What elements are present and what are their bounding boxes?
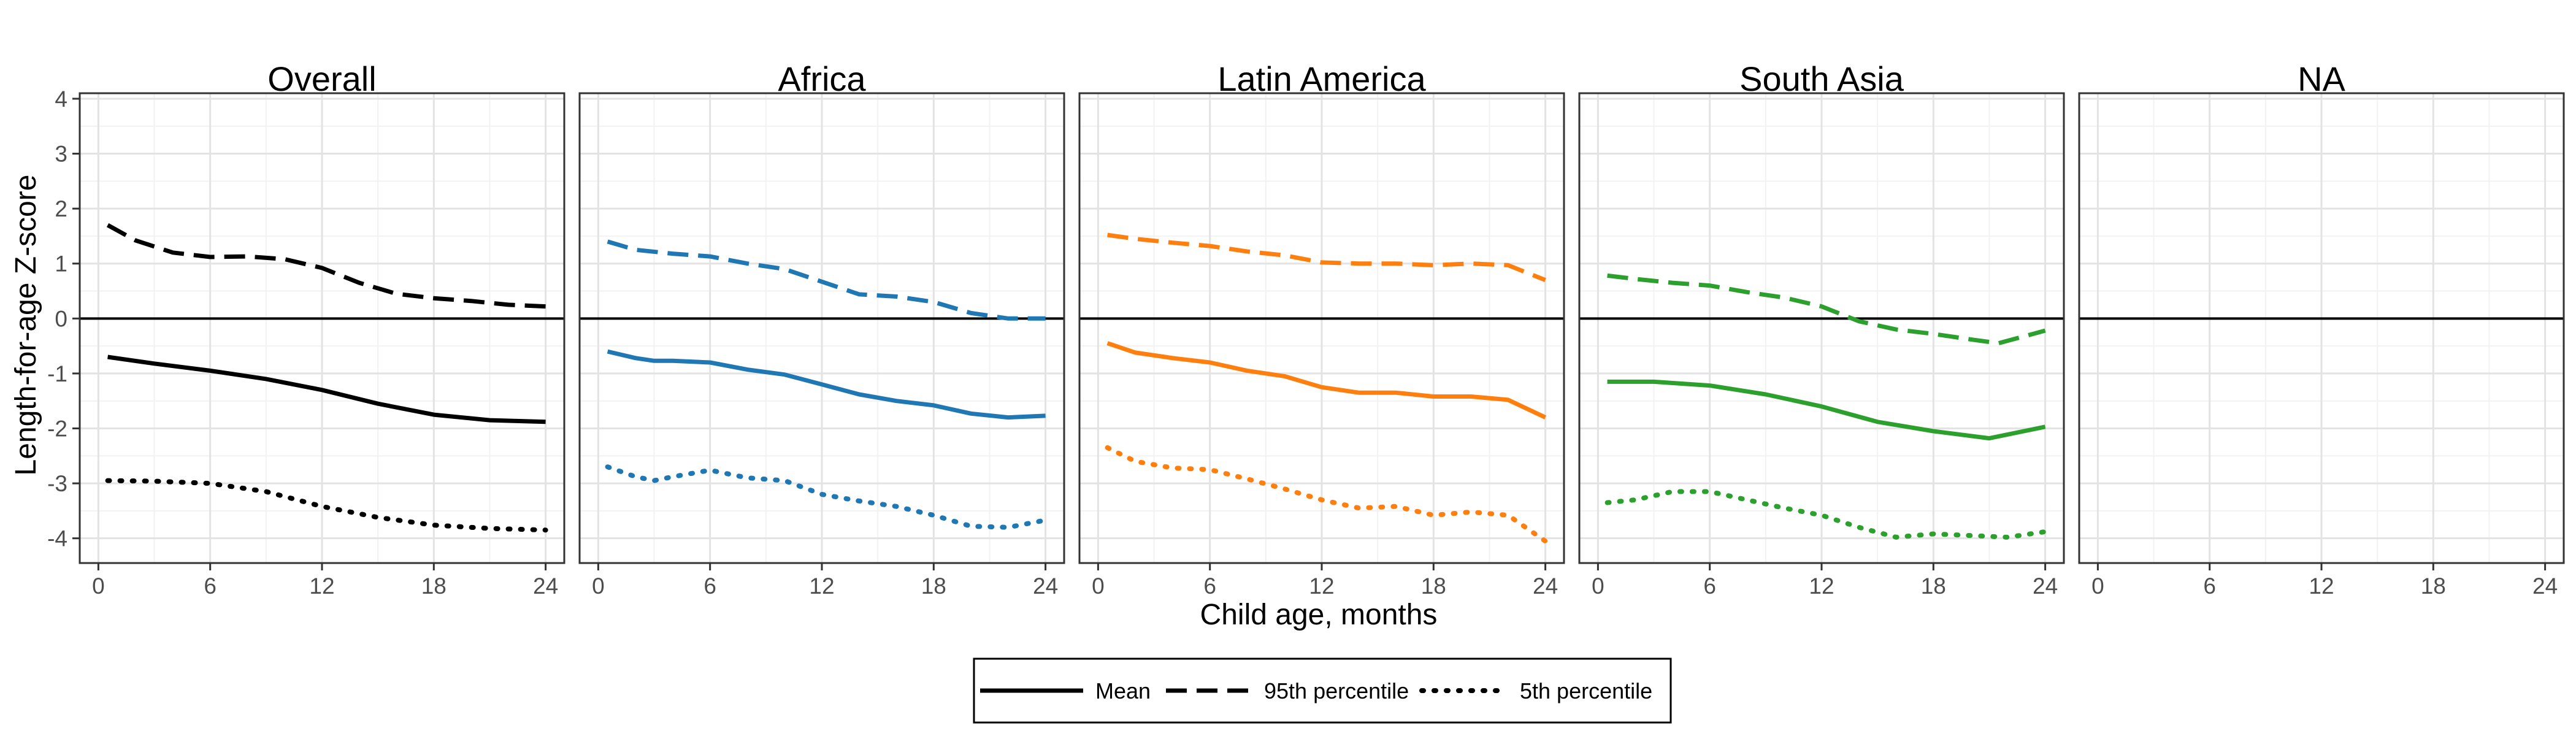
y-tick-label: -4 bbox=[47, 526, 67, 551]
x-tick-label: 18 bbox=[921, 573, 946, 599]
series-line-mean bbox=[607, 349, 1046, 420]
legend-label-p95: 95th percentile bbox=[1264, 678, 1409, 703]
x-tick-label: 24 bbox=[533, 573, 558, 599]
x-tick-label: 24 bbox=[2033, 573, 2058, 599]
x-tick-label: 18 bbox=[1421, 573, 1446, 599]
y-tick-label: 3 bbox=[55, 142, 67, 167]
x-tick-label: 24 bbox=[2532, 573, 2558, 599]
x-tick-label: 18 bbox=[2421, 573, 2446, 599]
legend-label-p5: 5th percentile bbox=[1520, 678, 1652, 703]
x-tick-label: 18 bbox=[1921, 573, 1946, 599]
legend-box bbox=[973, 657, 1672, 724]
legend-label-mean: Mean bbox=[1095, 678, 1151, 703]
x-tick-label: 12 bbox=[309, 573, 334, 599]
x-tick-label: 0 bbox=[2091, 573, 2104, 599]
y-axis-title: Length-for-age Z-score bbox=[10, 175, 42, 476]
x-tick-label: 0 bbox=[1092, 573, 1105, 599]
series-line-p95 bbox=[607, 239, 1046, 321]
x-tick-label: 6 bbox=[1203, 573, 1216, 599]
panel-title: South Asia bbox=[1739, 59, 1904, 98]
series-line-mean bbox=[107, 355, 546, 424]
series-line-p95 bbox=[1107, 232, 1546, 282]
x-tick-label: 6 bbox=[703, 573, 716, 599]
x-axis-title: Child age, months bbox=[1200, 599, 1438, 631]
panel-south-asia: South Asia 0 6 12 18 24 bbox=[1578, 59, 2065, 599]
y-tick-label: 2 bbox=[55, 196, 67, 221]
x-tick-label: 24 bbox=[1533, 573, 1558, 599]
x-tick-label: 0 bbox=[92, 573, 105, 599]
panel-africa: Africa 0 6 12 18 24 bbox=[578, 59, 1065, 599]
x-tick-label: 0 bbox=[592, 573, 605, 599]
series-line-p95 bbox=[106, 223, 546, 309]
y-tick-label: -2 bbox=[47, 416, 67, 442]
x-tick-label: 12 bbox=[2309, 573, 2334, 599]
series-line-mean bbox=[1106, 341, 1547, 420]
panel-title: Africa bbox=[778, 59, 866, 98]
x-tick-label: 0 bbox=[1592, 573, 1604, 599]
y-tick-label: -1 bbox=[47, 361, 67, 386]
x-tick-label: 12 bbox=[809, 573, 834, 599]
series-line-p5 bbox=[105, 478, 548, 533]
panel-na: NA 0 6 12 18 24 bbox=[2078, 59, 2565, 599]
y-tick-label: -3 bbox=[47, 471, 67, 496]
panel-title: Latin America bbox=[1217, 59, 1426, 98]
x-tick-label: 12 bbox=[1309, 573, 1334, 599]
x-tick-label: 6 bbox=[1703, 573, 1716, 599]
x-tick-label: 18 bbox=[421, 573, 447, 599]
series-line-p95 bbox=[1607, 273, 2046, 346]
legend: Mean 95th percentile 5th percentile bbox=[973, 657, 1672, 724]
x-tick-label: 24 bbox=[1033, 573, 1058, 599]
y-tick-label: 0 bbox=[55, 306, 67, 331]
x-tick-label: 6 bbox=[2203, 573, 2216, 599]
series-line-p5 bbox=[605, 464, 1048, 530]
panel-title: Overall bbox=[267, 59, 376, 98]
x-tick-label: 12 bbox=[1809, 573, 1834, 599]
panel-latin-america: Latin America 0 6 12 18 24 bbox=[1078, 59, 1565, 599]
series-line-mean bbox=[1607, 379, 2046, 441]
series-line-p5 bbox=[1105, 445, 1548, 544]
y-tick-label: 4 bbox=[55, 86, 67, 112]
series-line-p5 bbox=[1604, 489, 2048, 540]
y-tick-label: 1 bbox=[55, 251, 67, 277]
x-tick-label: 6 bbox=[204, 573, 217, 599]
panel-title: NA bbox=[2298, 59, 2345, 98]
